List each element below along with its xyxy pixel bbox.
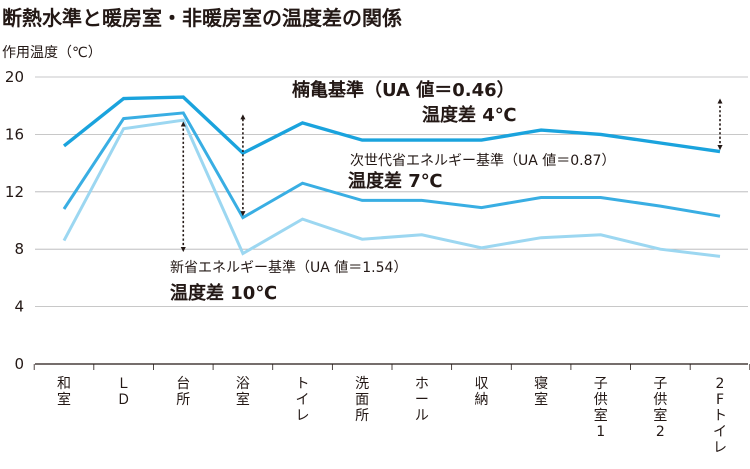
x-tick-label: 子供室 2	[653, 376, 667, 440]
x-tick-label: 収納	[474, 376, 488, 408]
x-tick-label: ホール	[415, 376, 429, 424]
x-tick-char: ホ	[415, 376, 429, 392]
x-tick-label: 洗面所	[355, 376, 369, 424]
x-tick-label: 子供室 1	[594, 376, 608, 440]
x-tick-char: 室	[534, 391, 548, 408]
annotation-kusukame-label: 楠亀基準（UA 値＝0.46）	[292, 79, 515, 101]
x-tick-char: 子	[653, 376, 667, 392]
x-tick-char: イ	[296, 392, 310, 408]
y-axis-label: 作用温度（℃）	[2, 45, 102, 61]
x-tick-label: 台所	[176, 376, 190, 408]
x-tick-char: ー	[415, 392, 429, 408]
y-tick-label: 12	[5, 183, 24, 201]
x-tick-char: 供	[594, 392, 608, 408]
x-tick-char: 供	[653, 392, 667, 408]
x-tick-char: ト	[296, 376, 310, 392]
annotation-shin-diff: 温度差 10℃	[170, 282, 277, 304]
x-tick-char: イ	[713, 424, 727, 440]
x-tick-char: 室	[236, 391, 250, 408]
series-line-次世代省エネルギー基準	[62, 111, 721, 220]
x-tick-char: 和	[57, 376, 71, 392]
y-tick-label: 16	[5, 125, 24, 143]
x-tick-label: トイレ	[296, 376, 310, 424]
x-tick-char: 室	[594, 407, 608, 424]
x-tick-char: 室	[57, 391, 71, 408]
x-tick-char: ト	[713, 408, 727, 424]
annotation-jisedai-label: 次世代省エネルギー基準（UA 値＝0.87）	[350, 152, 615, 169]
y-tick-label: 20	[5, 68, 24, 86]
x-tick-char: 洗	[355, 376, 369, 392]
y-tick-label: 0	[14, 355, 24, 373]
x-tick-char: 浴	[236, 376, 250, 392]
x-tick-char: 面	[355, 392, 369, 408]
series-line-楠亀基準	[62, 95, 721, 156]
x-tick-char: ル	[415, 408, 429, 424]
x-tick-label: 和室	[57, 376, 71, 408]
annotation-kusukame-diff: 温度差 4℃	[422, 104, 517, 126]
x-tick-char: レ	[296, 408, 310, 424]
x-tick-char: 所	[355, 408, 369, 424]
x-tick-char: レ	[713, 440, 727, 456]
x-tick-char: 所	[176, 392, 190, 408]
x-tick-label: 浴室	[236, 376, 250, 408]
x-tick-char: 台	[176, 376, 190, 392]
y-tick-label: 4	[14, 298, 24, 316]
y-tick-label: 8	[14, 240, 24, 258]
x-tick-char: 納	[474, 392, 488, 408]
x-tick-char: 2	[656, 424, 665, 440]
x-tick-char: 室	[653, 407, 667, 424]
x-tick-label: 2 F トイレ	[713, 376, 727, 456]
x-tick-char: 収	[474, 376, 488, 392]
series-line-新省エネルギー基準	[62, 118, 721, 258]
x-tick-char: 寝	[534, 375, 548, 392]
x-tick-char: 子	[594, 376, 608, 392]
annotation-shin-label: 新省エネルギー基準（UA 値＝1.54）	[170, 259, 407, 276]
x-tick-char: 1	[596, 424, 605, 440]
x-tick-char: F	[716, 392, 724, 408]
annotation-jisedai-diff: 温度差 7℃	[348, 170, 443, 192]
x-tick-label: 寝室	[534, 375, 548, 408]
x-tick-label: ＬＤ	[117, 376, 131, 408]
x-tick-char: Ｌ	[117, 376, 131, 392]
x-tick-char: 2	[716, 376, 725, 392]
chart-title: 断熱水準と暖房室・非暖房室の温度差の関係	[2, 6, 402, 30]
x-tick-char: Ｄ	[117, 392, 131, 408]
